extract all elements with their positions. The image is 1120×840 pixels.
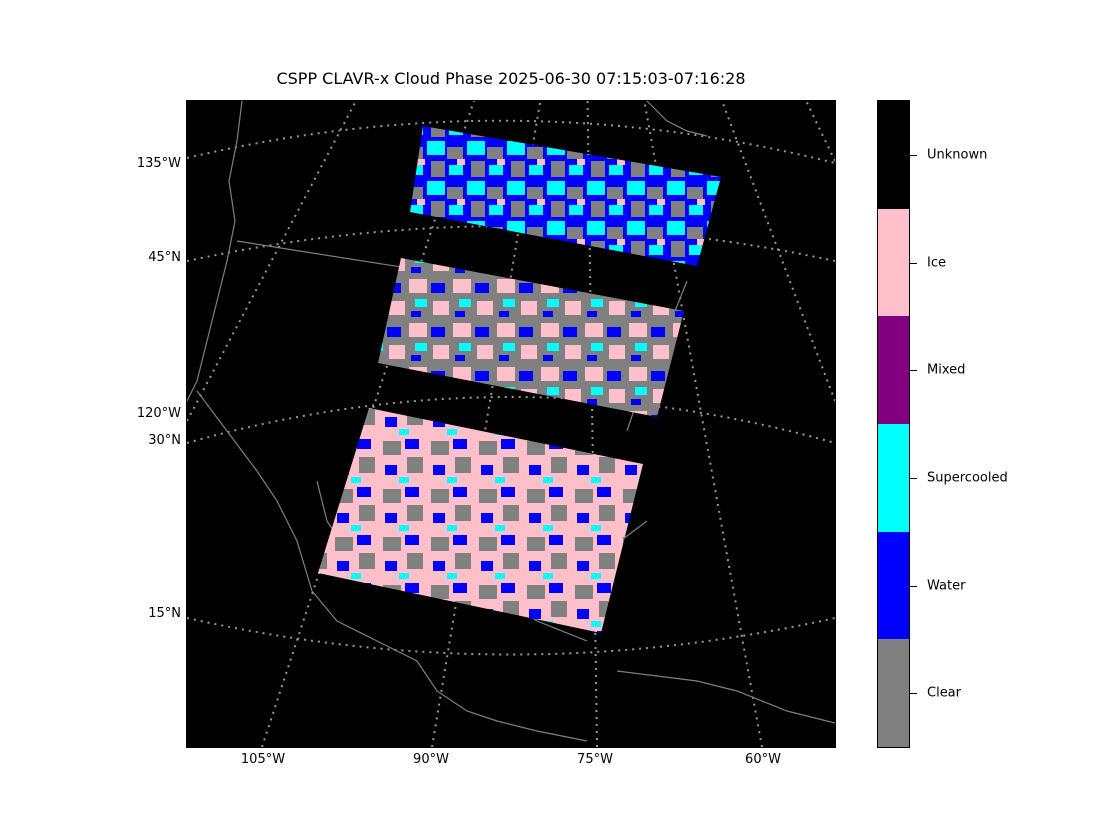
colorbar (877, 100, 910, 748)
swath-middle (378, 258, 684, 417)
lon-label-105w: 105°W (240, 752, 286, 767)
latitude-gridlines (187, 119, 835, 656)
colorbar-segment-clear (878, 639, 909, 747)
colorbar-label-clear: Clear (927, 685, 961, 701)
lon-label-135w: 135°W (136, 156, 181, 171)
chart-title: CSPP CLAVR-x Cloud Phase 2025-06-30 07:1… (276, 69, 746, 88)
lat-label-15n: 15°N (148, 606, 181, 621)
colorbar-label-unknown: Unknown (927, 147, 988, 163)
colorbar-segment-ice (878, 208, 909, 317)
colorbar-segment-unknown (878, 101, 909, 209)
colorbar-segment-mixed (878, 316, 909, 424)
swath-south (318, 408, 643, 633)
colorbar-tick-ice (910, 263, 917, 264)
colorbar-label-supercooled: Supercooled (927, 470, 1008, 486)
colorbar-tick-unknown (910, 155, 917, 156)
colorbar-tick-water (910, 586, 917, 587)
colorbar-tick-mixed (910, 370, 917, 371)
colorbar-label-water: Water (927, 578, 966, 593)
map-canvas (187, 101, 835, 747)
colorbar-segment-water (878, 531, 909, 640)
lon-label-90w: 90°W (413, 752, 449, 767)
colorbar-label-ice: Ice (927, 255, 946, 270)
colorbar-segment-supercooled (878, 424, 909, 532)
colorbar-label-mixed: Mixed (927, 362, 966, 378)
lat-label-45n: 45°N (148, 250, 181, 265)
lon-label-75w: 75°W (577, 752, 613, 767)
colorbar-tick-supercooled (910, 478, 917, 479)
lon-label-120w: 120°W (136, 406, 181, 421)
lat-label-30n: 30°N (148, 433, 181, 448)
colorbar-tick-clear (910, 693, 917, 694)
map-panel[interactable] (186, 100, 836, 748)
lon-label-60w: 60°W (745, 752, 781, 767)
swath-north (410, 126, 721, 266)
